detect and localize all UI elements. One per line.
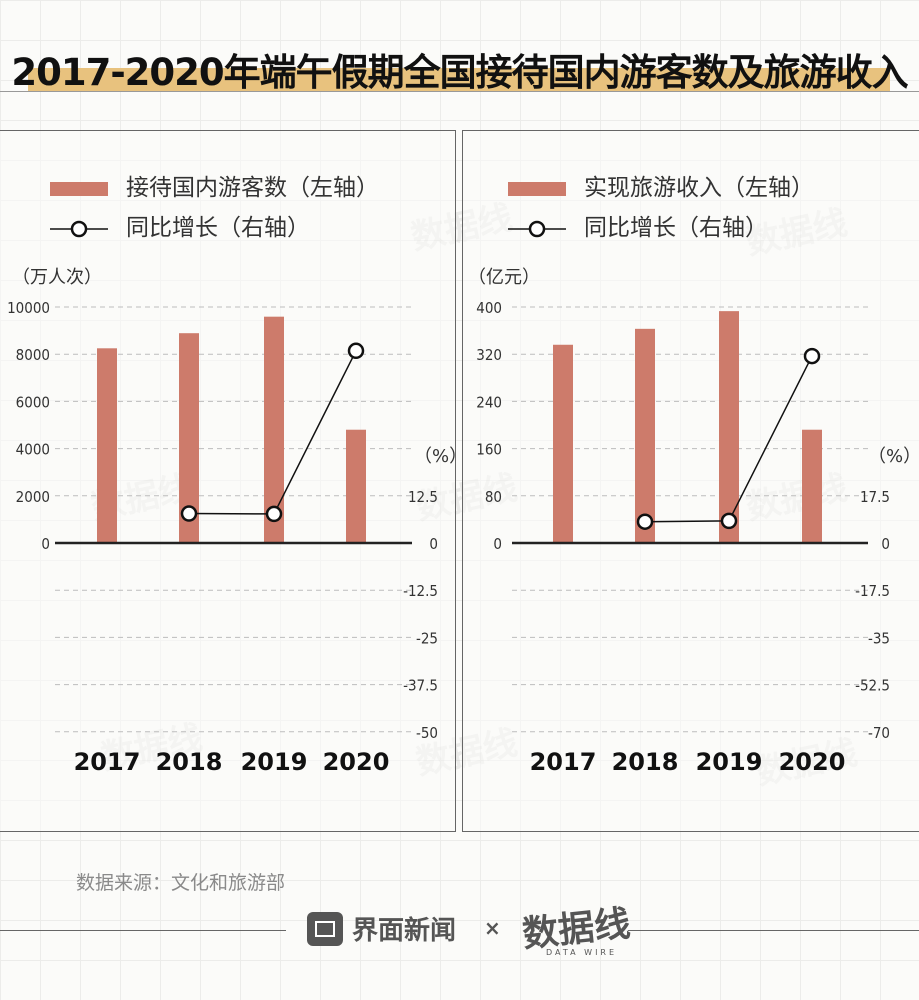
y-right-axis-label: （%） <box>868 446 919 467</box>
legend-line-revenue: 同比增长（右轴） <box>508 208 768 242</box>
y-left-axis-label: （万人次） <box>12 267 102 288</box>
y-left-tick-label: 0 <box>493 535 502 553</box>
x-tick-label: 2019 <box>241 748 308 776</box>
y-right-tick-label: -52.5 <box>855 677 890 695</box>
page-title: 2017-2020年端午假期全国接待国内游客数及旅游收入 <box>11 51 908 94</box>
bar <box>635 328 655 543</box>
chart-panel-visitors <box>0 130 456 832</box>
times-sign: × <box>484 916 501 940</box>
y-right-tick-label: -70 <box>868 724 890 742</box>
y-left-tick-label: 2000 <box>16 488 50 506</box>
y-right-tick-label: 12.5 <box>408 488 438 506</box>
growth-point <box>180 505 198 522</box>
bar <box>346 429 366 543</box>
y-right-tick-label: -35 <box>868 629 890 647</box>
growth-point <box>720 512 738 530</box>
x-tick-label: 2019 <box>696 748 763 776</box>
bar <box>179 333 199 543</box>
growth-point <box>803 347 821 365</box>
y-right-tick-label: -17.5 <box>855 582 890 600</box>
y-right-tick-label: -50 <box>416 724 438 742</box>
data-wire-subtitle: DATA WIRE <box>546 948 618 957</box>
y-left-axis-label: （亿元） <box>468 267 540 288</box>
bar <box>264 316 284 543</box>
bar <box>553 344 573 543</box>
x-tick-label: 2020 <box>779 748 846 776</box>
x-tick-label: 2018 <box>612 748 679 776</box>
legend-bar-visitors: 接待国内游客数（左轴） <box>50 168 379 202</box>
growth-point <box>265 505 283 523</box>
legend-bar-swatch <box>50 181 108 196</box>
y-right-tick-label: -12.5 <box>403 582 438 600</box>
legend-line-marker-icon <box>50 220 108 237</box>
legend-line-label: 同比增长（右轴） <box>584 215 768 241</box>
y-right-tick-label: 0 <box>881 535 890 553</box>
legend-line-marker-icon <box>508 220 566 237</box>
y-left-tick-label: 160 <box>476 441 502 459</box>
x-tick-label: 2017 <box>74 748 141 776</box>
legend-bar-label: 实现旅游收入（左轴） <box>584 175 814 201</box>
brand-name: 界面新闻 <box>352 916 457 946</box>
legend-bar-swatch <box>508 181 566 196</box>
x-tick-label: 2017 <box>530 748 597 776</box>
legend-line-label: 同比增长（右轴） <box>126 215 310 241</box>
bar <box>97 348 117 543</box>
x-tick-label: 2020 <box>323 748 390 776</box>
y-left-tick-label: 4000 <box>16 441 50 459</box>
bar <box>719 311 739 543</box>
y-left-tick-label: 0 <box>41 535 50 553</box>
title-highlight <box>28 68 890 92</box>
y-left-tick-label: 6000 <box>16 393 50 411</box>
legend-bar-revenue: 实现旅游收入（左轴） <box>508 168 814 202</box>
chart-panel-revenue <box>462 130 919 832</box>
footer-rule-left <box>0 930 286 931</box>
y-right-axis-label: （%） <box>414 446 467 467</box>
y-left-tick-label: 8000 <box>16 346 50 364</box>
title-rule <box>0 91 919 92</box>
y-right-tick-label: 0 <box>429 535 438 553</box>
y-right-tick-label: -25 <box>416 629 438 647</box>
legend-bar-label: 接待国内游客数（左轴） <box>126 175 379 201</box>
jiemian-logo-icon <box>307 912 343 946</box>
source-note: 数据来源：文化和旅游部 <box>76 872 286 894</box>
x-tick-label: 2018 <box>156 748 223 776</box>
y-right-tick-label: 17.5 <box>860 488 890 506</box>
y-right-tick-label: -37.5 <box>403 677 438 695</box>
y-left-tick-label: 400 <box>476 299 502 317</box>
bar <box>802 429 822 543</box>
growth-point <box>636 513 654 530</box>
y-left-tick-label: 80 <box>485 488 502 506</box>
footer-rule-right <box>628 930 919 931</box>
legend-line-visitors: 同比增长（右轴） <box>50 208 310 242</box>
y-left-tick-label: 240 <box>476 393 502 411</box>
y-left-tick-label: 320 <box>476 346 502 364</box>
y-left-tick-label: 10000 <box>7 299 50 317</box>
growth-point <box>347 342 365 360</box>
